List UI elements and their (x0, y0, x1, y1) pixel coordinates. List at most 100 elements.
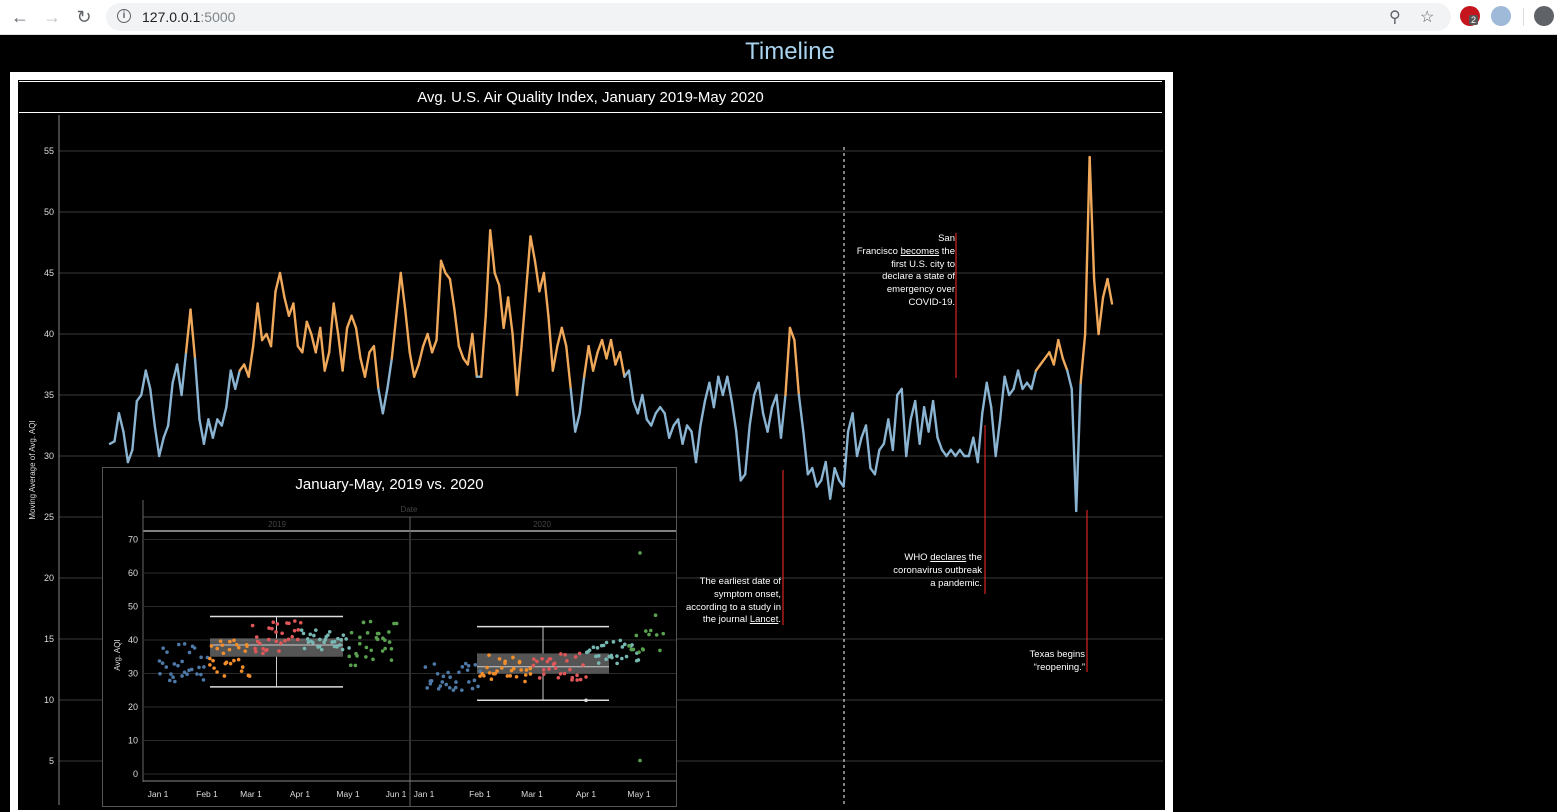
annotation-line: emergency over (886, 284, 955, 296)
scatter-point (357, 641, 362, 646)
scatter-point (562, 671, 567, 676)
toolbar-divider (1523, 8, 1524, 26)
scatter-point (171, 675, 175, 679)
scatter-point (552, 661, 557, 666)
scatter-point (487, 653, 491, 657)
becomes-link[interactable]: becomes (900, 245, 940, 257)
scatter-point (215, 670, 219, 674)
scatter-point (559, 652, 563, 656)
info-icon[interactable]: i (117, 9, 131, 23)
scatter-point (338, 643, 342, 647)
scatter-point (308, 632, 313, 637)
scatter-point (182, 642, 187, 646)
scatter-point (470, 686, 475, 691)
annotation-line: “reopening.” (1033, 661, 1085, 673)
scatter-point (429, 679, 434, 683)
declares-link[interactable]: declares (930, 552, 967, 563)
scatter-point (202, 665, 206, 669)
annotation-text: . (778, 614, 781, 626)
scatter-point (524, 668, 529, 672)
scatter-point (641, 647, 646, 652)
scatter-point (575, 673, 579, 678)
scatter-point (340, 647, 345, 652)
scatter-point (176, 642, 181, 647)
scatter-point (478, 674, 482, 678)
scatter-point (271, 620, 276, 625)
scatter-point (581, 663, 585, 667)
adblock-extension-icon[interactable]: 2 (1460, 6, 1480, 26)
scatter-point (369, 648, 374, 653)
extension-icon[interactable] (1491, 6, 1511, 26)
scatter-point (239, 669, 244, 673)
scatter-point (615, 654, 619, 658)
scatter-point (460, 688, 464, 692)
scatter-point (164, 665, 169, 669)
scatter-point (601, 643, 606, 648)
scatter-point (647, 632, 651, 637)
forward-arrow-icon[interactable]: → (43, 7, 61, 27)
scatter-point (570, 678, 574, 682)
scatter-point (189, 667, 194, 672)
inset-plot[interactable]: Date 2019 2020 Avg. AQI 010203040506070 … (103, 468, 676, 806)
scatter-point (173, 679, 177, 684)
url-text[interactable]: 127.0.0.1:5000 (142, 9, 236, 25)
scatter-point (253, 649, 258, 654)
scatter-point (505, 674, 510, 678)
scatter-point (158, 671, 162, 676)
scatter-point (438, 684, 443, 688)
scatter-point (243, 649, 248, 653)
reload-icon[interactable]: ↻ (76, 7, 92, 27)
back-arrow-icon[interactable]: ← (11, 7, 29, 27)
scatter-point (454, 680, 458, 684)
scatter-point (274, 630, 278, 634)
scatter-point (463, 661, 468, 666)
scatter-point (347, 646, 351, 650)
scatter-point (654, 633, 659, 637)
scatter-point (615, 661, 619, 666)
scatter-point (482, 674, 486, 678)
inset-y-tick-label: 70 (128, 535, 138, 545)
scatter-point (254, 635, 259, 639)
inset-y-tick-label: 10 (128, 736, 138, 746)
scatter-point (220, 643, 225, 647)
page-title: Timeline (745, 38, 835, 65)
scatter-point (528, 666, 533, 671)
scatter-point (306, 640, 311, 644)
scatter-point (358, 635, 362, 640)
scatter-point (211, 658, 215, 663)
scatter-point (247, 674, 252, 678)
annotation-text: WHO (904, 552, 931, 563)
lancet-link[interactable]: Lancet (749, 614, 779, 626)
scatter-point (556, 675, 561, 680)
scatter-point (311, 640, 315, 645)
scatter-point (508, 674, 513, 678)
zoom-icon[interactable]: ⚲ (1389, 9, 1401, 26)
scatter-point (630, 643, 634, 647)
scatter-point (261, 647, 265, 651)
bookmark-star-icon[interactable]: ☆ (1420, 9, 1435, 26)
scatter-point (634, 633, 639, 638)
scatter-point (258, 641, 262, 646)
inset-x-tick-label: Feb 1 (196, 789, 218, 799)
scatter-outlier-point (638, 758, 642, 763)
scatter-point (432, 662, 437, 666)
scatter-point (298, 620, 303, 625)
scatter-point (568, 667, 572, 672)
scatter-point (460, 665, 465, 669)
scatter-point (199, 655, 203, 660)
scatter-point (591, 645, 596, 649)
inset-comparison-chart[interactable]: January-May, 2019 vs. 2020 Date 2019 202… (102, 467, 677, 807)
scatter-point (335, 644, 339, 649)
profile-avatar-icon[interactable] (1534, 6, 1554, 26)
scatter-point (157, 659, 162, 663)
inset-y-tick-label: 50 (128, 602, 138, 612)
scatter-point (584, 675, 588, 679)
scatter-point (383, 646, 387, 651)
scatter-point (653, 613, 658, 618)
scatter-point (283, 638, 287, 643)
scatter-point (322, 640, 326, 645)
annotation-text: the journal (702, 614, 750, 626)
scatter-point (441, 674, 446, 679)
address-bar[interactable]: i 127.0.0.1:5000 ⚲ ☆ (106, 3, 1451, 31)
scatter-point (197, 665, 201, 670)
